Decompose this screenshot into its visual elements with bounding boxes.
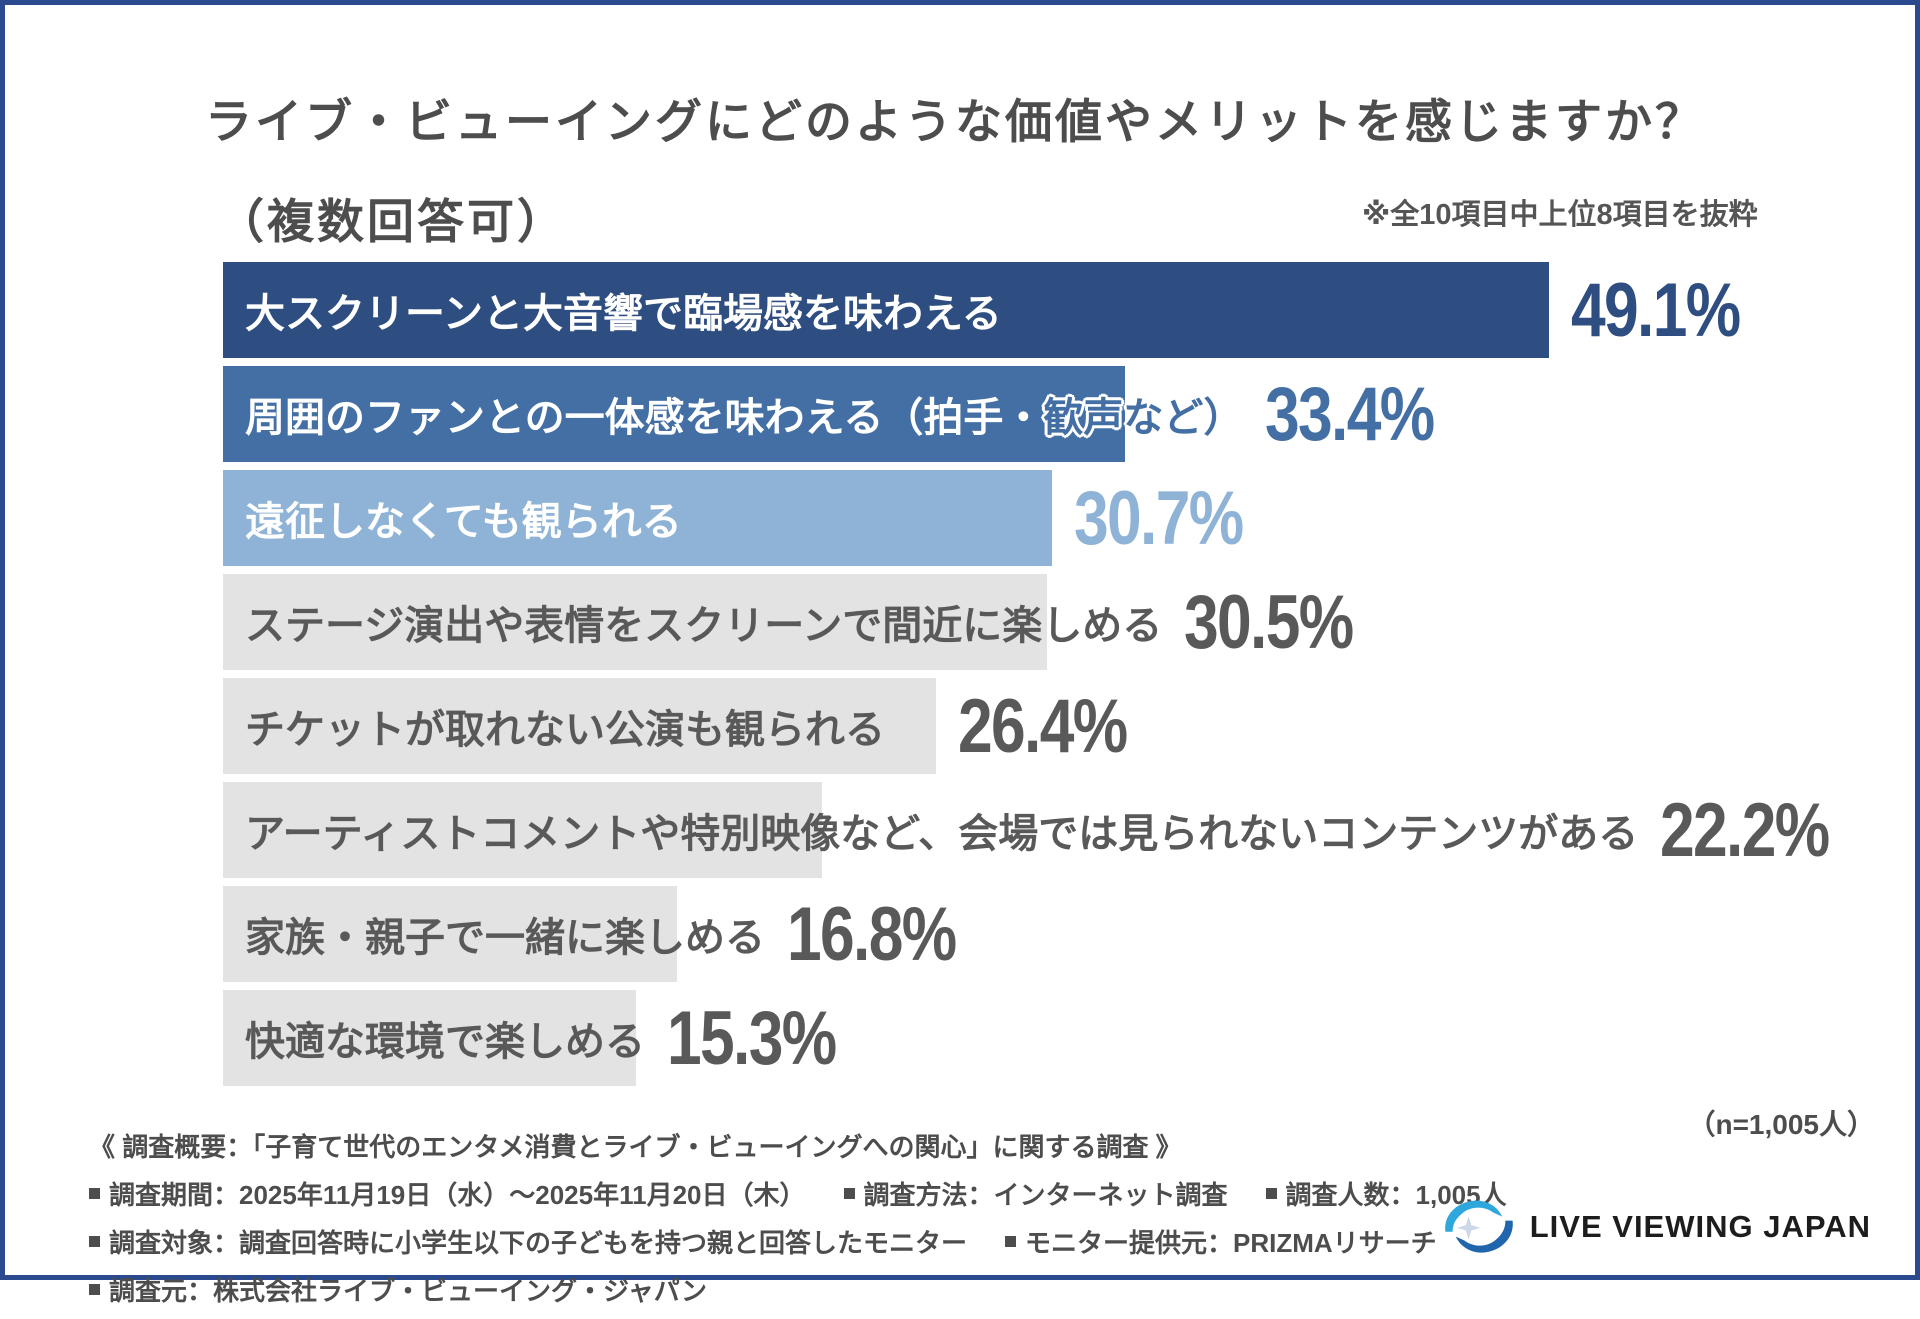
bar-label: チケットが取れない公演も観られる <box>245 697 936 755</box>
bar-value-label: 30.5% <box>1184 579 1354 665</box>
live-viewing-japan-logo: LIVE VIEWING JAPAN <box>1438 1195 1871 1259</box>
bar-content: 家族・親子で一緒に楽しめる 16.8% <box>223 886 1913 982</box>
excerpt-note: ※全10項目中上位8項目を抜粋 <box>1362 199 1758 231</box>
bar-label: アーティストコメントや特別映像など、会場では見られないコンテンツがある <box>245 801 1638 859</box>
bar-label-text: ステージ演出や表情をスクリーンで間近に楽しめる <box>245 604 1163 648</box>
bar-content: 大スクリーンと大音響で臨場感を味わえる 49.1% <box>223 262 1913 358</box>
bar-fill <box>223 470 1052 566</box>
bullet-square-icon <box>1005 1236 1017 1247</box>
bar-label-text: 快適な環境で楽しめる <box>245 1020 645 1064</box>
bar-value-label: 30.7% <box>1074 475 1244 561</box>
bar-fill <box>223 886 677 982</box>
bar-label-overflow-text: 歓声など） <box>1043 396 1244 440</box>
bar-label-text: アーティストコメントや特別映像など、会場では見られないコンテンツがある <box>245 812 1639 856</box>
survey-info-item: 調査方法：インターネット調査 <box>843 1175 1228 1212</box>
bar-label: 遠征しなくても観られる <box>245 489 1052 547</box>
survey-info-text: 調査元：株式会社ライブ・ビューイング・ジャパン <box>109 1276 708 1306</box>
bar-label: ステージ演出や表情をスクリーンで間近に楽しめる <box>245 593 1162 651</box>
bar-fill <box>223 678 936 774</box>
bullet-square-icon <box>89 1236 100 1247</box>
survey-info-text: 調査対象：調査回答時に小学生以下の子どもを持つ親と回答したモニター <box>109 1228 968 1258</box>
bar-row: ステージ演出や表情をスクリーンで間近に楽しめる 30.5% <box>223 574 1913 670</box>
bar-value-label: 33.4% <box>1265 371 1435 457</box>
survey-info-row: 調査対象：調査回答時に小学生以下の子どもを持つ親と回答したモニター モニター提供… <box>89 1223 1507 1260</box>
bar-value-label: 26.4% <box>958 683 1128 769</box>
survey-info-item: 調査期間：2025年11月19日（水）〜2025年11月20日（木） <box>89 1175 806 1212</box>
survey-info-row: 調査期間：2025年11月19日（水）〜2025年11月20日（木） 調査方法：… <box>89 1175 1507 1212</box>
swirl-sparkle-icon <box>1444 1200 1513 1253</box>
bar-row: 周囲のファンとの一体感を味わえる（拍手・歓声など） 33.4% <box>223 366 1913 462</box>
logo-text: LIVE VIEWING JAPAN <box>1529 1209 1871 1244</box>
survey-info-row: 調査元：株式会社ライブ・ビューイング・ジャパン <box>89 1271 1507 1308</box>
bar-label: 家族・親子で一緒に楽しめる <box>245 905 765 963</box>
survey-info-text: 調査方法：インターネット調査 <box>863 1180 1228 1210</box>
bar-row: 快適な環境で楽しめる 15.3% <box>223 990 1913 1086</box>
bar-row: アーティストコメントや特別映像など、会場では見られないコンテンツがある 22.2… <box>223 782 1913 878</box>
bar-label: 大スクリーンと大音響で臨場感を味わえる <box>245 281 1549 339</box>
bar-row: 大スクリーンと大音響で臨場感を味わえる 49.1% <box>223 262 1913 358</box>
bullet-square-icon <box>89 1188 100 1199</box>
bullet-square-icon <box>89 1284 100 1295</box>
bar-content: 遠征しなくても観られる 30.7% <box>223 470 1913 566</box>
bar-label-text: 周囲のファンとの一体感を味わえる（拍手・ <box>245 396 1044 440</box>
bullet-square-icon <box>843 1188 855 1199</box>
page-title: ライブ・ビューイングにどのような価値やメリットを感じますか？ <box>205 95 1705 148</box>
bar-row: 遠征しなくても観られる 30.7% <box>223 470 1913 566</box>
survey-info-text: 調査期間：2025年11月19日（水）〜2025年11月20日（木） <box>109 1180 806 1210</box>
bar-value-label: 22.2% <box>1660 787 1830 873</box>
survey-overview-title: 《 調査概要：「子育て世代のエンタメ消費とライブ・ビューイングへの関心」に関する… <box>89 1132 1182 1162</box>
bar-row: 家族・親子で一緒に楽しめる 16.8% <box>223 886 1913 982</box>
bar-label-text: チケットが取れない公演も観られる <box>245 708 885 752</box>
survey-info-item: モニター提供元：PRIZMAリサーチ <box>1005 1223 1437 1260</box>
bar-row: チケットが取れない公演も観られる 26.4% <box>223 678 1913 774</box>
bar-label: 周囲のファンとの一体感を味わえる（拍手・歓声など） <box>245 385 1243 443</box>
bar-label-text: 家族・親子で一緒に楽しめる <box>245 916 765 960</box>
bar-label-text: 大スクリーンと大音響で臨場感を味わえる <box>245 292 1002 336</box>
page-title-subline: （複数回答可） <box>217 195 567 248</box>
survey-info-item: 調査対象：調査回答時に小学生以下の子どもを持つ親と回答したモニター <box>89 1223 967 1260</box>
bar-label-text: 遠征しなくても観られる <box>245 500 682 544</box>
bar-fill <box>223 366 1125 462</box>
survey-info-item: 調査元：株式会社ライブ・ビューイング・ジャパン <box>89 1271 707 1308</box>
survey-overview: 《 調査概要：「子育て世代のエンタメ消費とライブ・ビューイングへの関心」に関する… <box>89 1127 1507 1319</box>
bar-content: チケットが取れない公演も観られる 26.4% <box>223 678 1913 774</box>
bar-content: ステージ演出や表情をスクリーンで間近に楽しめる 30.5% <box>223 574 1913 670</box>
sample-size-note: （n=1,005人） <box>1687 1109 1875 1140</box>
bar-content: 周囲のファンとの一体感を味わえる（拍手・歓声など） 33.4% <box>223 366 1913 462</box>
bar-content: アーティストコメントや特別映像など、会場では見られないコンテンツがある 22.2… <box>223 782 1913 878</box>
bar-chart: 大スクリーンと大音響で臨場感を味わえる 49.1% 周囲のファンとの一体感を味わ… <box>223 262 1913 1094</box>
bar-fill <box>223 990 636 1086</box>
bar-content: 快適な環境で楽しめる 15.3% <box>223 990 1913 1086</box>
bar-fill <box>223 262 1549 358</box>
bar-fill <box>223 574 1047 670</box>
bar-value-label: 49.1% <box>1571 267 1741 353</box>
bar-value-label: 15.3% <box>667 995 837 1081</box>
bar-fill <box>223 782 822 878</box>
bar-value-label: 16.8% <box>787 891 957 977</box>
survey-info-text: モニター提供元：PRIZMAリサーチ <box>1025 1228 1437 1258</box>
bar-label: 快適な環境で楽しめる <box>245 1009 645 1067</box>
bullet-square-icon <box>1265 1188 1277 1199</box>
